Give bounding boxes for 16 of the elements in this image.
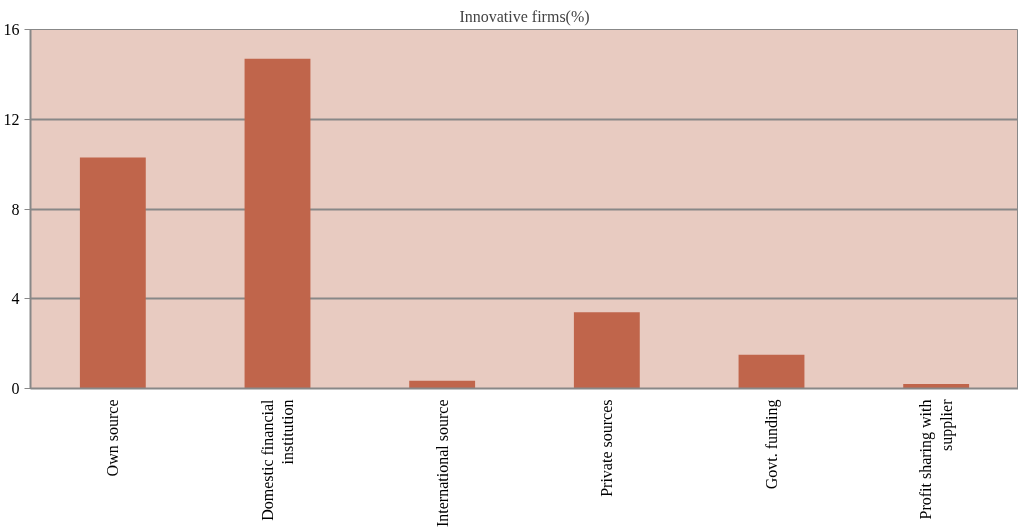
y-tick-label: 0 [11,380,20,397]
chart-title: Innovative firms(%) [459,7,590,26]
bar [79,157,146,389]
x-tick-label: Own source [104,399,122,477]
bar [573,312,640,389]
bar [244,58,311,389]
x-tick-label: Govt. funding [763,399,781,490]
x-tick-label: International source [433,399,451,527]
y-tick-label: 16 [3,21,20,38]
y-tick-label: 8 [11,200,20,218]
x-tick-label: Private sources [598,399,616,497]
x-tick-label: Profit sharing with supplier [917,398,956,520]
y-tick-label: 4 [11,290,20,308]
x-tick-label: Domestic financial institution [258,398,297,521]
bar [738,354,805,389]
y-tick-label: 12 [3,110,20,128]
